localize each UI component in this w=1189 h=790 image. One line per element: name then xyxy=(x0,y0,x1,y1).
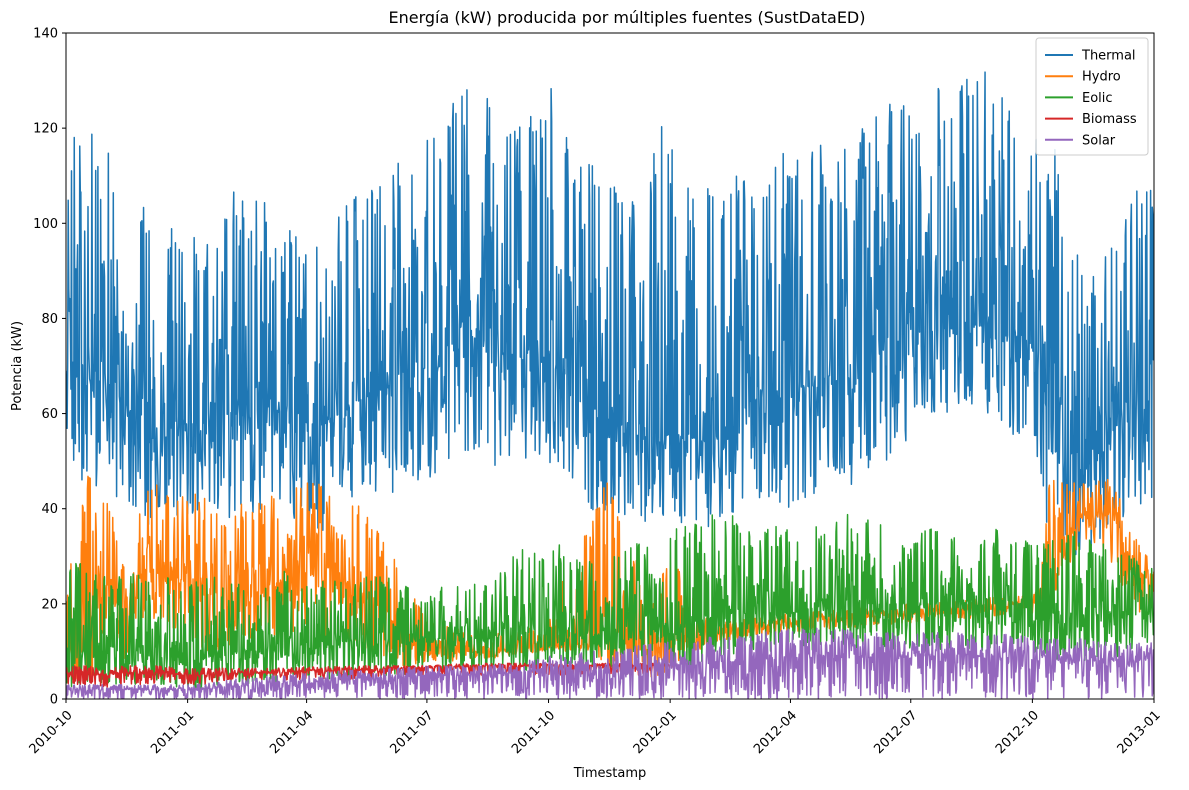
y-tick-label: 60 xyxy=(41,407,58,422)
x-tick-label: 2011-07 xyxy=(388,708,437,757)
legend-label-eolic: Eolic xyxy=(1082,91,1113,106)
x-tick-label: 2012-01 xyxy=(631,708,680,757)
y-tick-label: 80 xyxy=(41,312,58,327)
y-tick-label: 20 xyxy=(41,597,58,612)
legend-label-solar: Solar xyxy=(1082,133,1116,148)
x-tick-label: 2011-04 xyxy=(267,708,316,757)
x-axis-title: Timestamp xyxy=(573,766,647,781)
y-tick-label: 40 xyxy=(41,502,58,517)
legend-label-thermal: Thermal xyxy=(1081,49,1136,64)
y-tick-label: 140 xyxy=(33,27,58,42)
x-tick-label: 2012-04 xyxy=(751,708,800,757)
plot-area xyxy=(66,72,1154,699)
y-tick-label: 100 xyxy=(33,217,58,232)
legend-label-biomass: Biomass xyxy=(1082,112,1137,127)
x-tick-label: 2012-07 xyxy=(871,708,920,757)
legend: Thermal Hydro Eolic Biomass Solar xyxy=(1036,38,1148,155)
y-tick-label: 120 xyxy=(33,122,58,137)
series-line-thermal xyxy=(66,72,1154,554)
x-tick-label: 2011-01 xyxy=(148,708,197,757)
y-axis-title: Potencia (kW) xyxy=(10,321,25,411)
x-tick-label: 2011-10 xyxy=(509,708,558,757)
chart-title: Energía (kW) producida por múltiples fue… xyxy=(389,8,866,27)
y-tick-label: 0 xyxy=(50,693,58,708)
x-tick-label: 2010-10 xyxy=(27,708,76,757)
x-tick-label: 2013-01 xyxy=(1115,708,1164,757)
x-tick-label: 2012-10 xyxy=(993,708,1042,757)
legend-label-hydro: Hydro xyxy=(1082,70,1121,85)
